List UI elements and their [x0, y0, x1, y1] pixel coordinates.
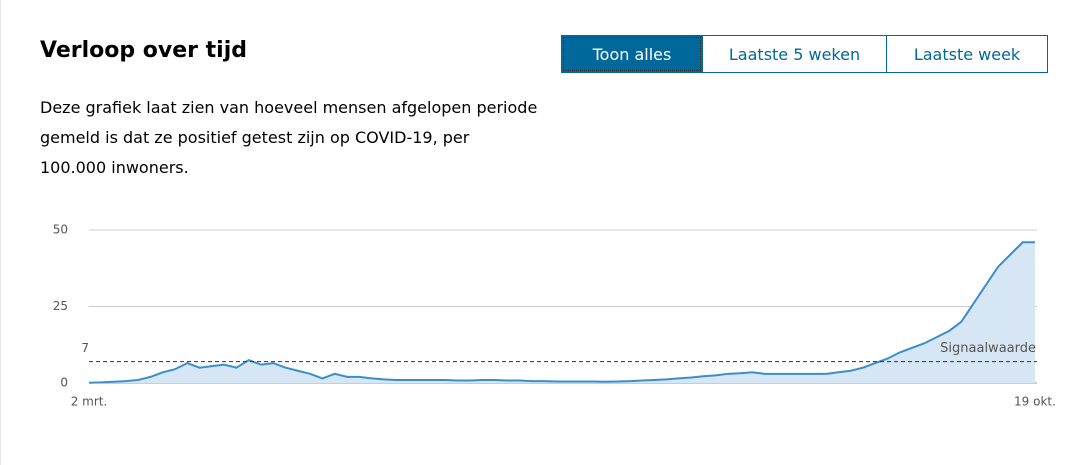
area — [89, 242, 1035, 383]
y-tick-label: 0 — [60, 376, 68, 390]
reference-value: 7 — [81, 341, 89, 355]
y-tick-label: 50 — [53, 223, 68, 237]
button[interactable]: Laatste week — [886, 35, 1048, 73]
title: Verloop over tijd — [40, 38, 248, 63]
reference-label: Signaalwaarde — [940, 341, 1036, 356]
y-tick-label: 25 — [53, 299, 68, 313]
x-tick-label: 2 mrt. — [71, 395, 108, 409]
description: Deze grafiek laat zien van hoeveel mense… — [40, 98, 538, 177]
panel-edge — [0, 0, 1, 465]
x-tick-label: 19 okt. — [1014, 395, 1056, 409]
button-group: Toon alles Laatste 5 weken Laatste week — [561, 35, 1048, 73]
button[interactable]: Toon alles — [561, 35, 703, 73]
